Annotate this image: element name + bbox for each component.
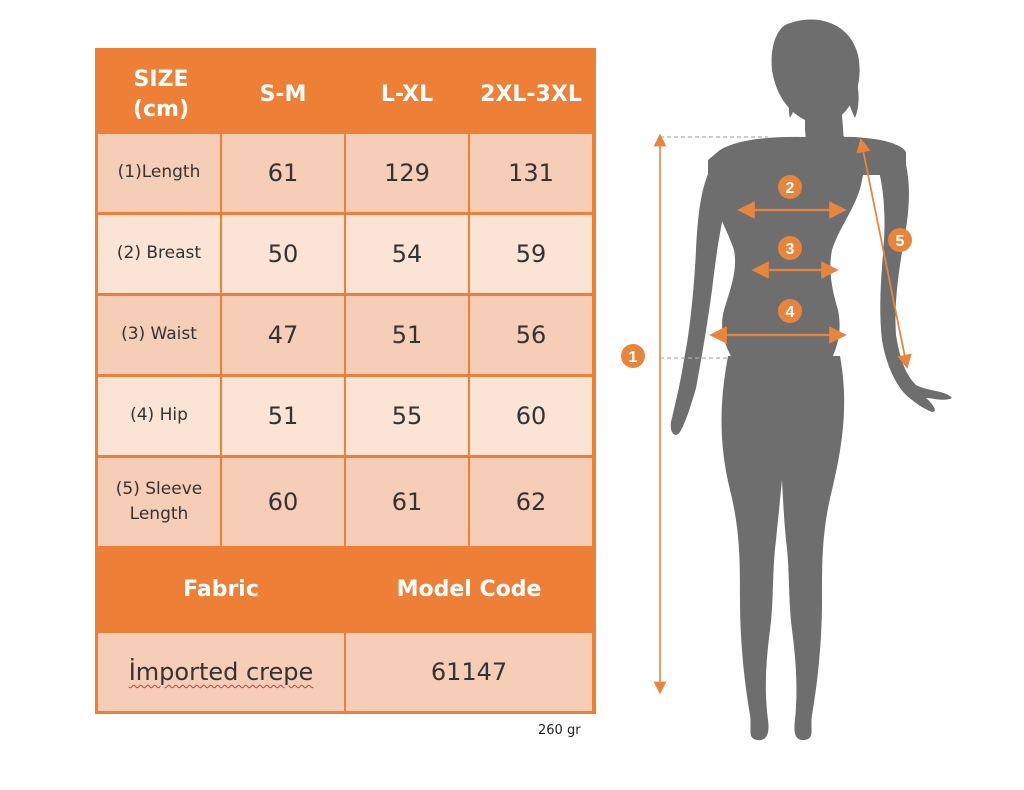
header-l-xl: L-XL <box>380 82 434 108</box>
marker-3: 3 <box>778 236 802 260</box>
cell-length-s-m: 61 <box>222 134 344 212</box>
cell-length-l-xl: 129 <box>346 134 468 212</box>
svg-text:2: 2 <box>786 180 795 197</box>
cell-waist-s-m: 47 <box>222 296 344 374</box>
cell-breast-l-xl: 54 <box>346 215 468 293</box>
cell-length-2xl-3xl: 131 <box>470 134 592 212</box>
svg-text:4: 4 <box>786 304 795 321</box>
marker-5: 5 <box>888 228 912 252</box>
row-label-hip: (4) Hip <box>98 377 220 455</box>
fabric-value: İmported crepe <box>98 633 344 711</box>
cell-breast-s-m: 50 <box>222 215 344 293</box>
cell-waist-l-xl: 51 <box>346 296 468 374</box>
body-measurement-figure: 1 2 3 4 5 <box>621 19 952 741</box>
svg-text:1: 1 <box>629 349 638 366</box>
cell-hip-s-m: 51 <box>222 377 344 455</box>
cell-breast-2xl-3xl: 59 <box>470 215 592 293</box>
svg-text:5: 5 <box>896 233 905 250</box>
header-model-code: Model Code <box>396 577 542 603</box>
header-fabric: Fabric <box>183 577 259 603</box>
cell-hip-l-xl: 55 <box>346 377 468 455</box>
marker-2: 2 <box>778 175 802 199</box>
header-s-m: S-M <box>259 82 307 108</box>
cell-waist-2xl-3xl: 56 <box>470 296 592 374</box>
cell-sleeve-s-m: 60 <box>222 458 344 546</box>
row-label-waist: (3) Waist <box>98 296 220 374</box>
marker-4: 4 <box>778 299 802 323</box>
row-label-length: (1)Length <box>98 134 220 212</box>
cell-sleeve-l-xl: 61 <box>346 458 468 546</box>
weight-note: 260 gr <box>538 723 581 738</box>
svg-text:3: 3 <box>786 241 795 258</box>
size-chart-table: SIZE (cm) S-M L-XL 2XL-3XL (1)Length 61 … <box>95 48 596 714</box>
header-size-cm: SIZE (cm) <box>132 67 190 122</box>
fabric-text: İmported crepe <box>128 658 314 686</box>
silhouette <box>670 19 952 741</box>
cell-sleeve-2xl-3xl: 62 <box>470 458 592 546</box>
header-2xl-3xl: 2XL-3XL <box>480 82 582 108</box>
row-label-sleeve-length: (5) Sleeve Length <box>98 458 220 546</box>
model-code-value: 61147 <box>346 633 592 711</box>
sleeve-arrow <box>856 137 912 370</box>
marker-1: 1 <box>621 344 645 368</box>
row-label-breast: (2) Breast <box>98 215 220 293</box>
cell-hip-2xl-3xl: 60 <box>470 377 592 455</box>
